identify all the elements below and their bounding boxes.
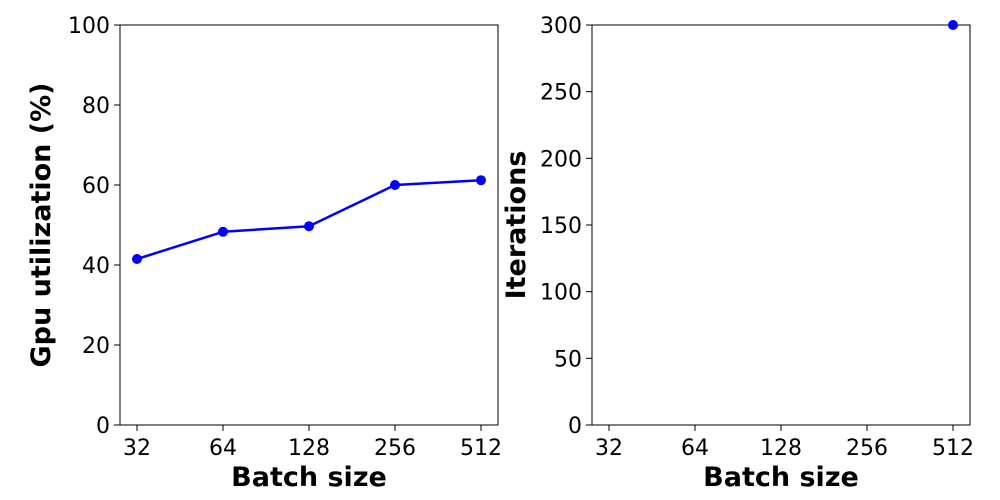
data-point xyxy=(390,180,400,190)
y-tick-label: 100 xyxy=(540,281,582,306)
data-point xyxy=(304,221,314,232)
y-tick-label: 250 xyxy=(540,81,582,106)
y-tick-label: 300 xyxy=(540,14,582,39)
y-axis-title: Iterations xyxy=(501,151,532,300)
x-tick-label: 512 xyxy=(932,436,974,461)
x-tick-label: 128 xyxy=(288,436,330,461)
y-tick-label: 100 xyxy=(68,14,110,39)
x-tick-label: 256 xyxy=(846,436,888,461)
x-tick-label: 128 xyxy=(760,436,802,461)
x-axis-title: Batch size xyxy=(231,462,387,493)
x-tick-label: 64 xyxy=(681,436,709,461)
y-tick-label: 0 xyxy=(96,414,110,439)
x-tick-label: 256 xyxy=(374,436,416,461)
data-point xyxy=(948,20,958,30)
x-tick-label: 64 xyxy=(209,436,237,461)
x-axis-title: Batch size xyxy=(703,462,859,493)
y-tick-label: 50 xyxy=(554,347,582,372)
y-tick-label: 0 xyxy=(568,414,582,439)
y-axis-title: Gpu utilization (%) xyxy=(26,82,57,367)
chart-panel-1: 0 20 40 60 80 100 32 64 128 256 512 Batch size Gpu u… xyxy=(26,14,502,493)
chart-panel-2: 0 50 100 150 200 250 300 32 64 128 256 512 Batch siz… xyxy=(501,14,974,493)
data-point xyxy=(476,175,486,186)
x-tick-label: 512 xyxy=(460,436,502,461)
x-tick-label: 32 xyxy=(123,436,151,461)
y-tick-label: 80 xyxy=(82,94,110,119)
y-tick-label: 150 xyxy=(540,214,582,239)
series-line xyxy=(136,178,482,261)
y-tick-label: 20 xyxy=(82,334,110,359)
y-tick-label: 60 xyxy=(82,174,110,199)
y-tick-label: 40 xyxy=(82,254,110,279)
y-tick-label: 200 xyxy=(540,147,582,172)
data-point xyxy=(132,254,142,264)
plot-area-frame xyxy=(591,24,971,426)
x-tick-label: 32 xyxy=(595,436,623,461)
data-point xyxy=(218,226,228,237)
